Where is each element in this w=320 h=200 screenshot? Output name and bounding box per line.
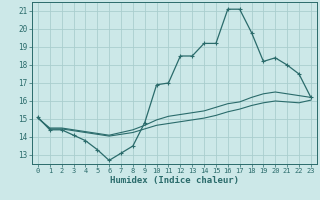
X-axis label: Humidex (Indice chaleur): Humidex (Indice chaleur) — [110, 176, 239, 185]
